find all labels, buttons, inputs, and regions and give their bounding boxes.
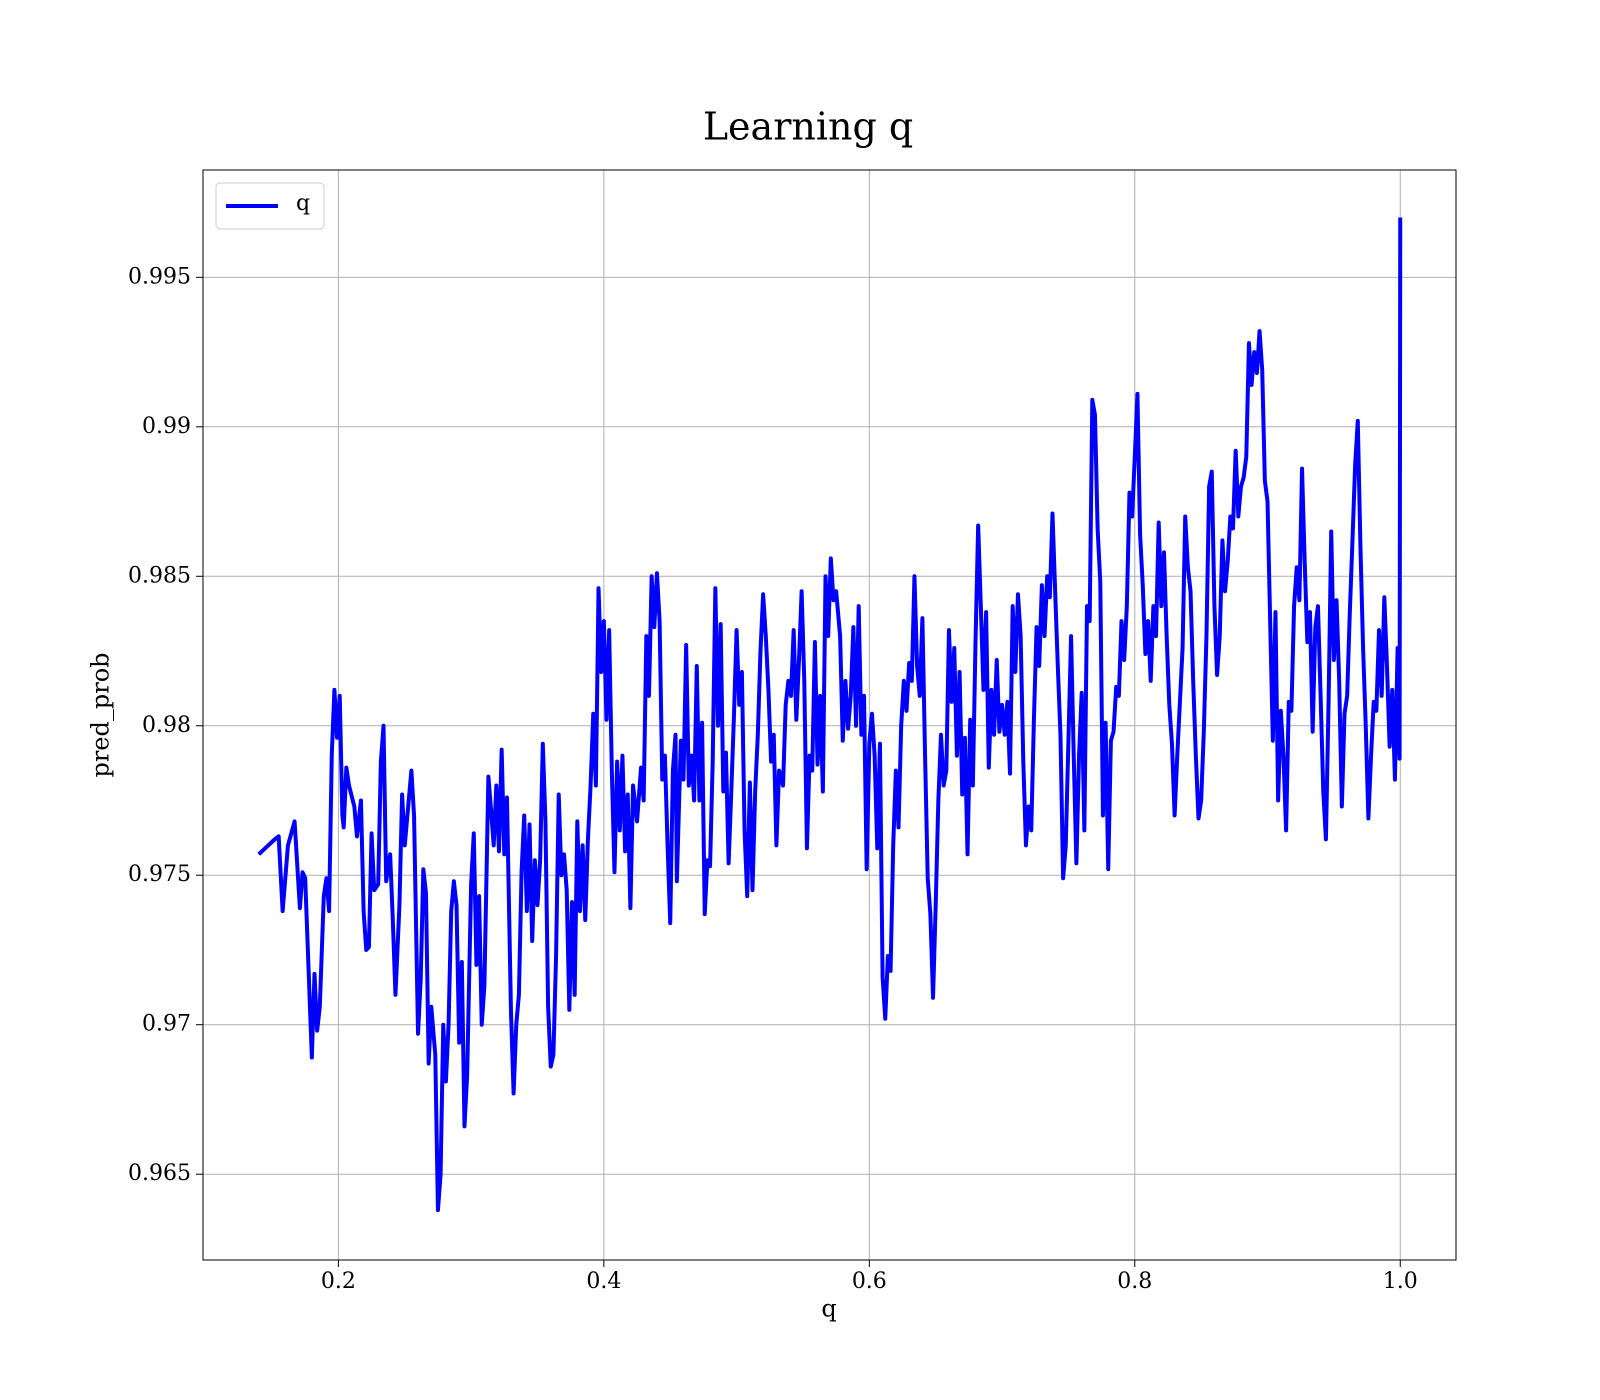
y-tick-label: 0.975 <box>128 862 191 887</box>
legend-label: q <box>296 191 310 216</box>
plot-frame <box>202 169 1457 1261</box>
x-tick-label: 1.0 <box>1383 1269 1418 1294</box>
x-axis-label: q <box>821 1295 836 1323</box>
chart-title: Learning q <box>703 105 913 149</box>
y-tick-label: 0.985 <box>128 563 191 588</box>
x-tick-label: 0.6 <box>852 1269 887 1294</box>
legend: q <box>215 182 325 230</box>
y-tick-label: 0.995 <box>128 264 191 289</box>
y-tick-label: 0.98 <box>142 713 191 738</box>
y-tick-label: 0.97 <box>142 1012 191 1037</box>
y-tick-label: 0.965 <box>128 1161 191 1186</box>
y-tick-label: 0.99 <box>142 414 191 439</box>
x-tick-label: 0.2 <box>321 1269 356 1294</box>
x-tick-label: 0.4 <box>586 1269 621 1294</box>
x-tick-label: 0.8 <box>1117 1269 1152 1294</box>
y-axis-label: pred_prob <box>87 652 115 777</box>
line-series <box>257 217 1403 1213</box>
